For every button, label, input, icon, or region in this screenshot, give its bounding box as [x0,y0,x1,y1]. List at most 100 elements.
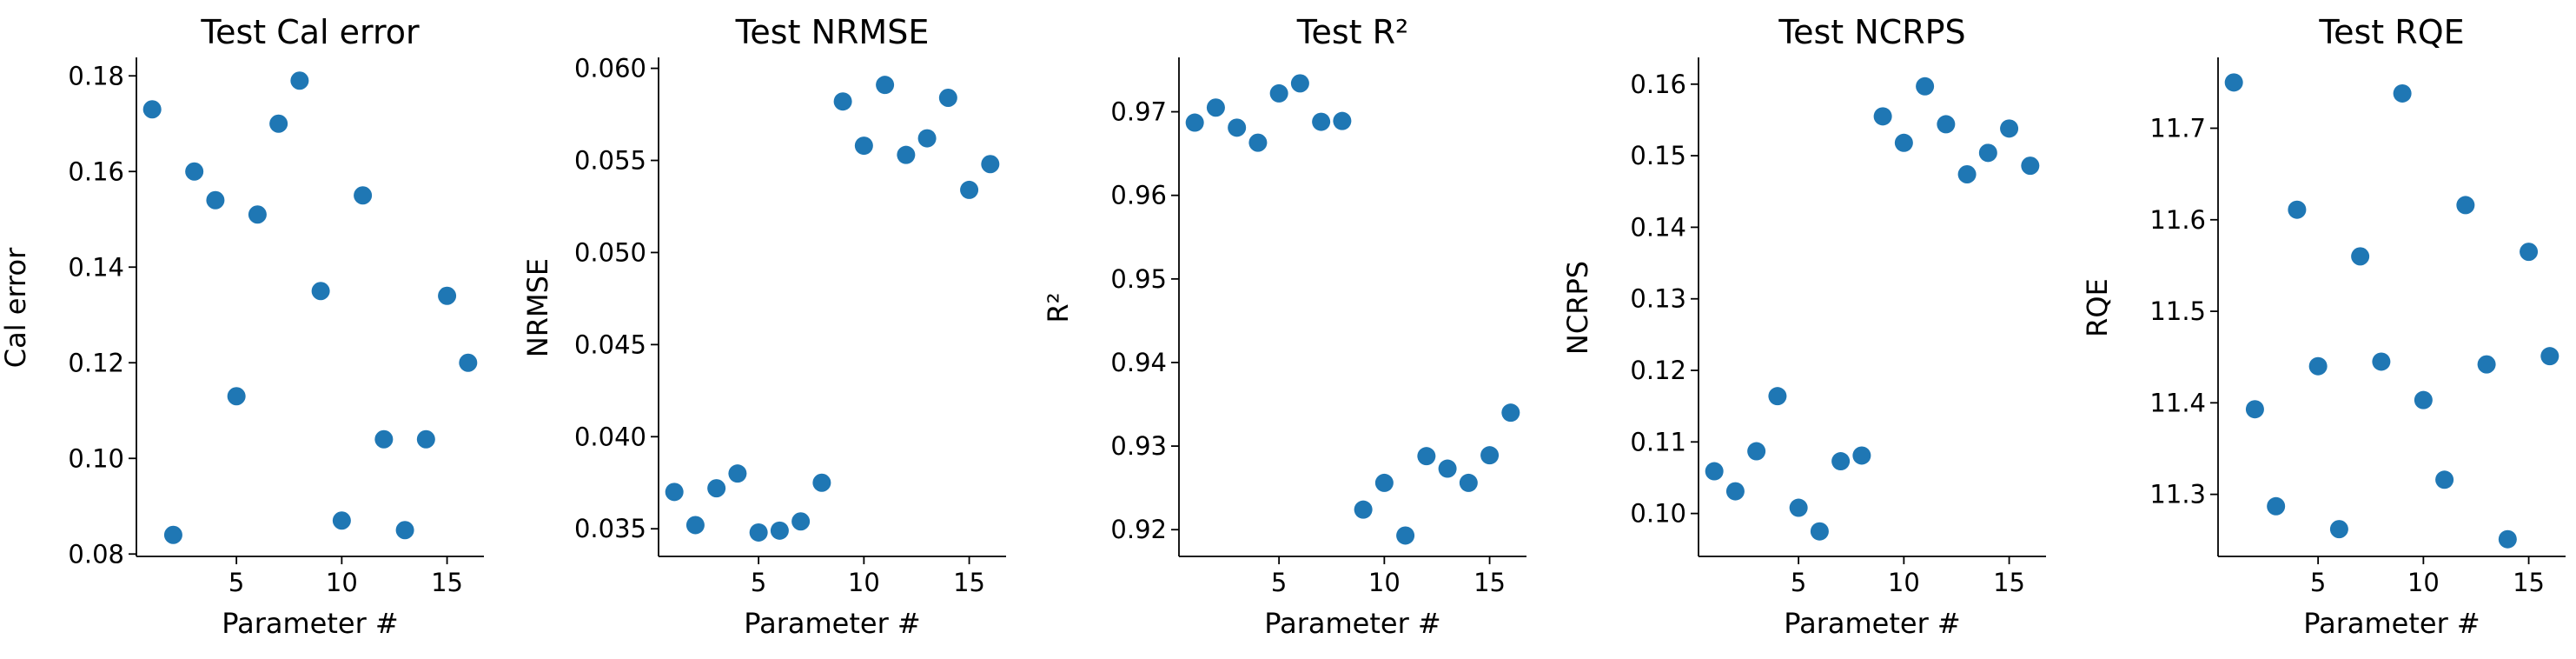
data-point [2540,347,2559,366]
data-point [354,186,373,205]
data-point [981,155,1000,174]
y-axis-label: R² [1042,292,1075,323]
x-tick-label: 10 [1368,568,1401,597]
data-point [707,479,726,498]
data-point [2393,83,2412,103]
data-point [142,100,162,119]
y-axis-label: Cal error [0,247,32,368]
data-point [1228,118,1247,137]
data-point [812,473,831,492]
y-tick-label: 0.040 [574,422,646,451]
data-point [1725,482,1745,501]
data-point [1333,111,1352,130]
data-point [459,353,478,372]
data-point [1438,459,1457,478]
data-point [665,483,684,502]
data-point [248,205,267,224]
data-point [2372,352,2391,371]
x-tick-label: 15 [1473,568,1506,597]
y-tick-label: 0.12 [1630,356,1686,385]
x-tick-label: 10 [326,568,358,597]
data-point [938,88,957,107]
data-point [749,523,768,542]
data-point [2267,496,2286,516]
x-tick-label: 5 [751,568,766,597]
data-point [269,114,288,133]
x-axis-label: Parameter # [744,607,920,640]
data-point [1206,98,1225,117]
data-point [1957,165,1977,184]
subplot-title: Test NRMSE [735,13,930,51]
data-point [685,516,705,535]
data-point [1312,112,1331,131]
x-tick-label: 15 [431,568,463,597]
data-point [185,162,204,181]
data-point [2000,119,2019,138]
x-axis-label: Parameter # [222,607,398,640]
x-tick-label: 5 [1791,568,1806,597]
data-point [2414,390,2433,409]
y-tick-label: 0.93 [1110,431,1167,461]
data-point [163,525,182,544]
data-point [1831,452,1851,471]
data-point [374,429,394,449]
data-point [1459,473,1478,492]
x-tick-label: 5 [1271,568,1287,597]
data-point [2245,400,2264,419]
y-tick-label: 0.035 [574,514,646,543]
y-tick-label: 0.16 [68,156,124,186]
subplot-5: Test RQE 5 10 15 11.3 11.4 11.5 11.6 11.7 Paramet… [2081,13,2566,640]
data-point [1852,446,1871,465]
data-point [2308,356,2328,376]
y-tick-label: 0.15 [1630,141,1686,170]
data-point [1269,83,1288,103]
data-point [1937,115,1956,134]
data-point [960,180,979,199]
y-tick-label: 11.5 [2149,296,2206,326]
data-point [290,71,309,90]
data-point [2288,200,2307,219]
data-point [2477,355,2496,374]
y-tick-label: 0.16 [1630,70,1686,99]
data-point [2224,73,2243,92]
data-point [416,429,435,449]
data-point [1916,77,1935,96]
y-tick-label: 0.08 [68,539,124,569]
x-tick-label: 15 [953,568,985,597]
y-tick-label: 0.055 [574,146,646,176]
data-point [2456,196,2475,215]
y-tick-label: 0.97 [1110,97,1167,127]
subplot-1: Test Cal error 5 10 15 0.08 0.10 0.12 0.14 0.16 0… [0,13,484,640]
y-tick-label: 0.96 [1110,181,1167,210]
data-point [1417,447,1436,466]
data-point [1374,473,1394,492]
y-axis-label: NRMSE [521,258,554,357]
data-point [395,521,414,540]
subplot-title: Test RQE [2318,13,2464,51]
x-tick-label: 10 [2407,568,2440,597]
data-point [2435,470,2454,489]
data-point [1396,526,1415,545]
y-tick-label: 11.7 [2149,113,2206,143]
y-tick-label: 11.4 [2149,388,2206,417]
y-tick-label: 0.95 [1110,264,1167,294]
data-point [2021,156,2040,176]
y-tick-label: 0.11 [1630,427,1686,456]
x-tick-label: 5 [228,568,244,597]
data-point [728,464,747,483]
data-point [2498,529,2517,549]
y-axis-label: RQE [2081,278,2114,337]
y-tick-label: 0.94 [1110,348,1167,377]
subplot-grid: Test Cal error 5 10 15 0.08 0.10 0.12 0.14 0.16 0… [0,13,2566,640]
data-point [791,512,811,531]
data-point [1705,462,1724,481]
subplot-2: Test NRMSE 5 10 15 0.035 0.040 0.045 0.050 0.055… [521,13,1006,640]
data-point [917,129,937,148]
data-point [1810,522,1829,541]
subplot-4: Test NCRPS 5 10 15 0.10 0.11 0.12 0.13 0.14 0.15 0… [1561,13,2046,640]
y-tick-label: 0.10 [68,443,124,473]
y-tick-label: 0.14 [68,252,124,282]
data-point [1894,133,1913,152]
y-tick-label: 0.050 [574,237,646,267]
subplot-title: Test R² [1296,13,1409,51]
